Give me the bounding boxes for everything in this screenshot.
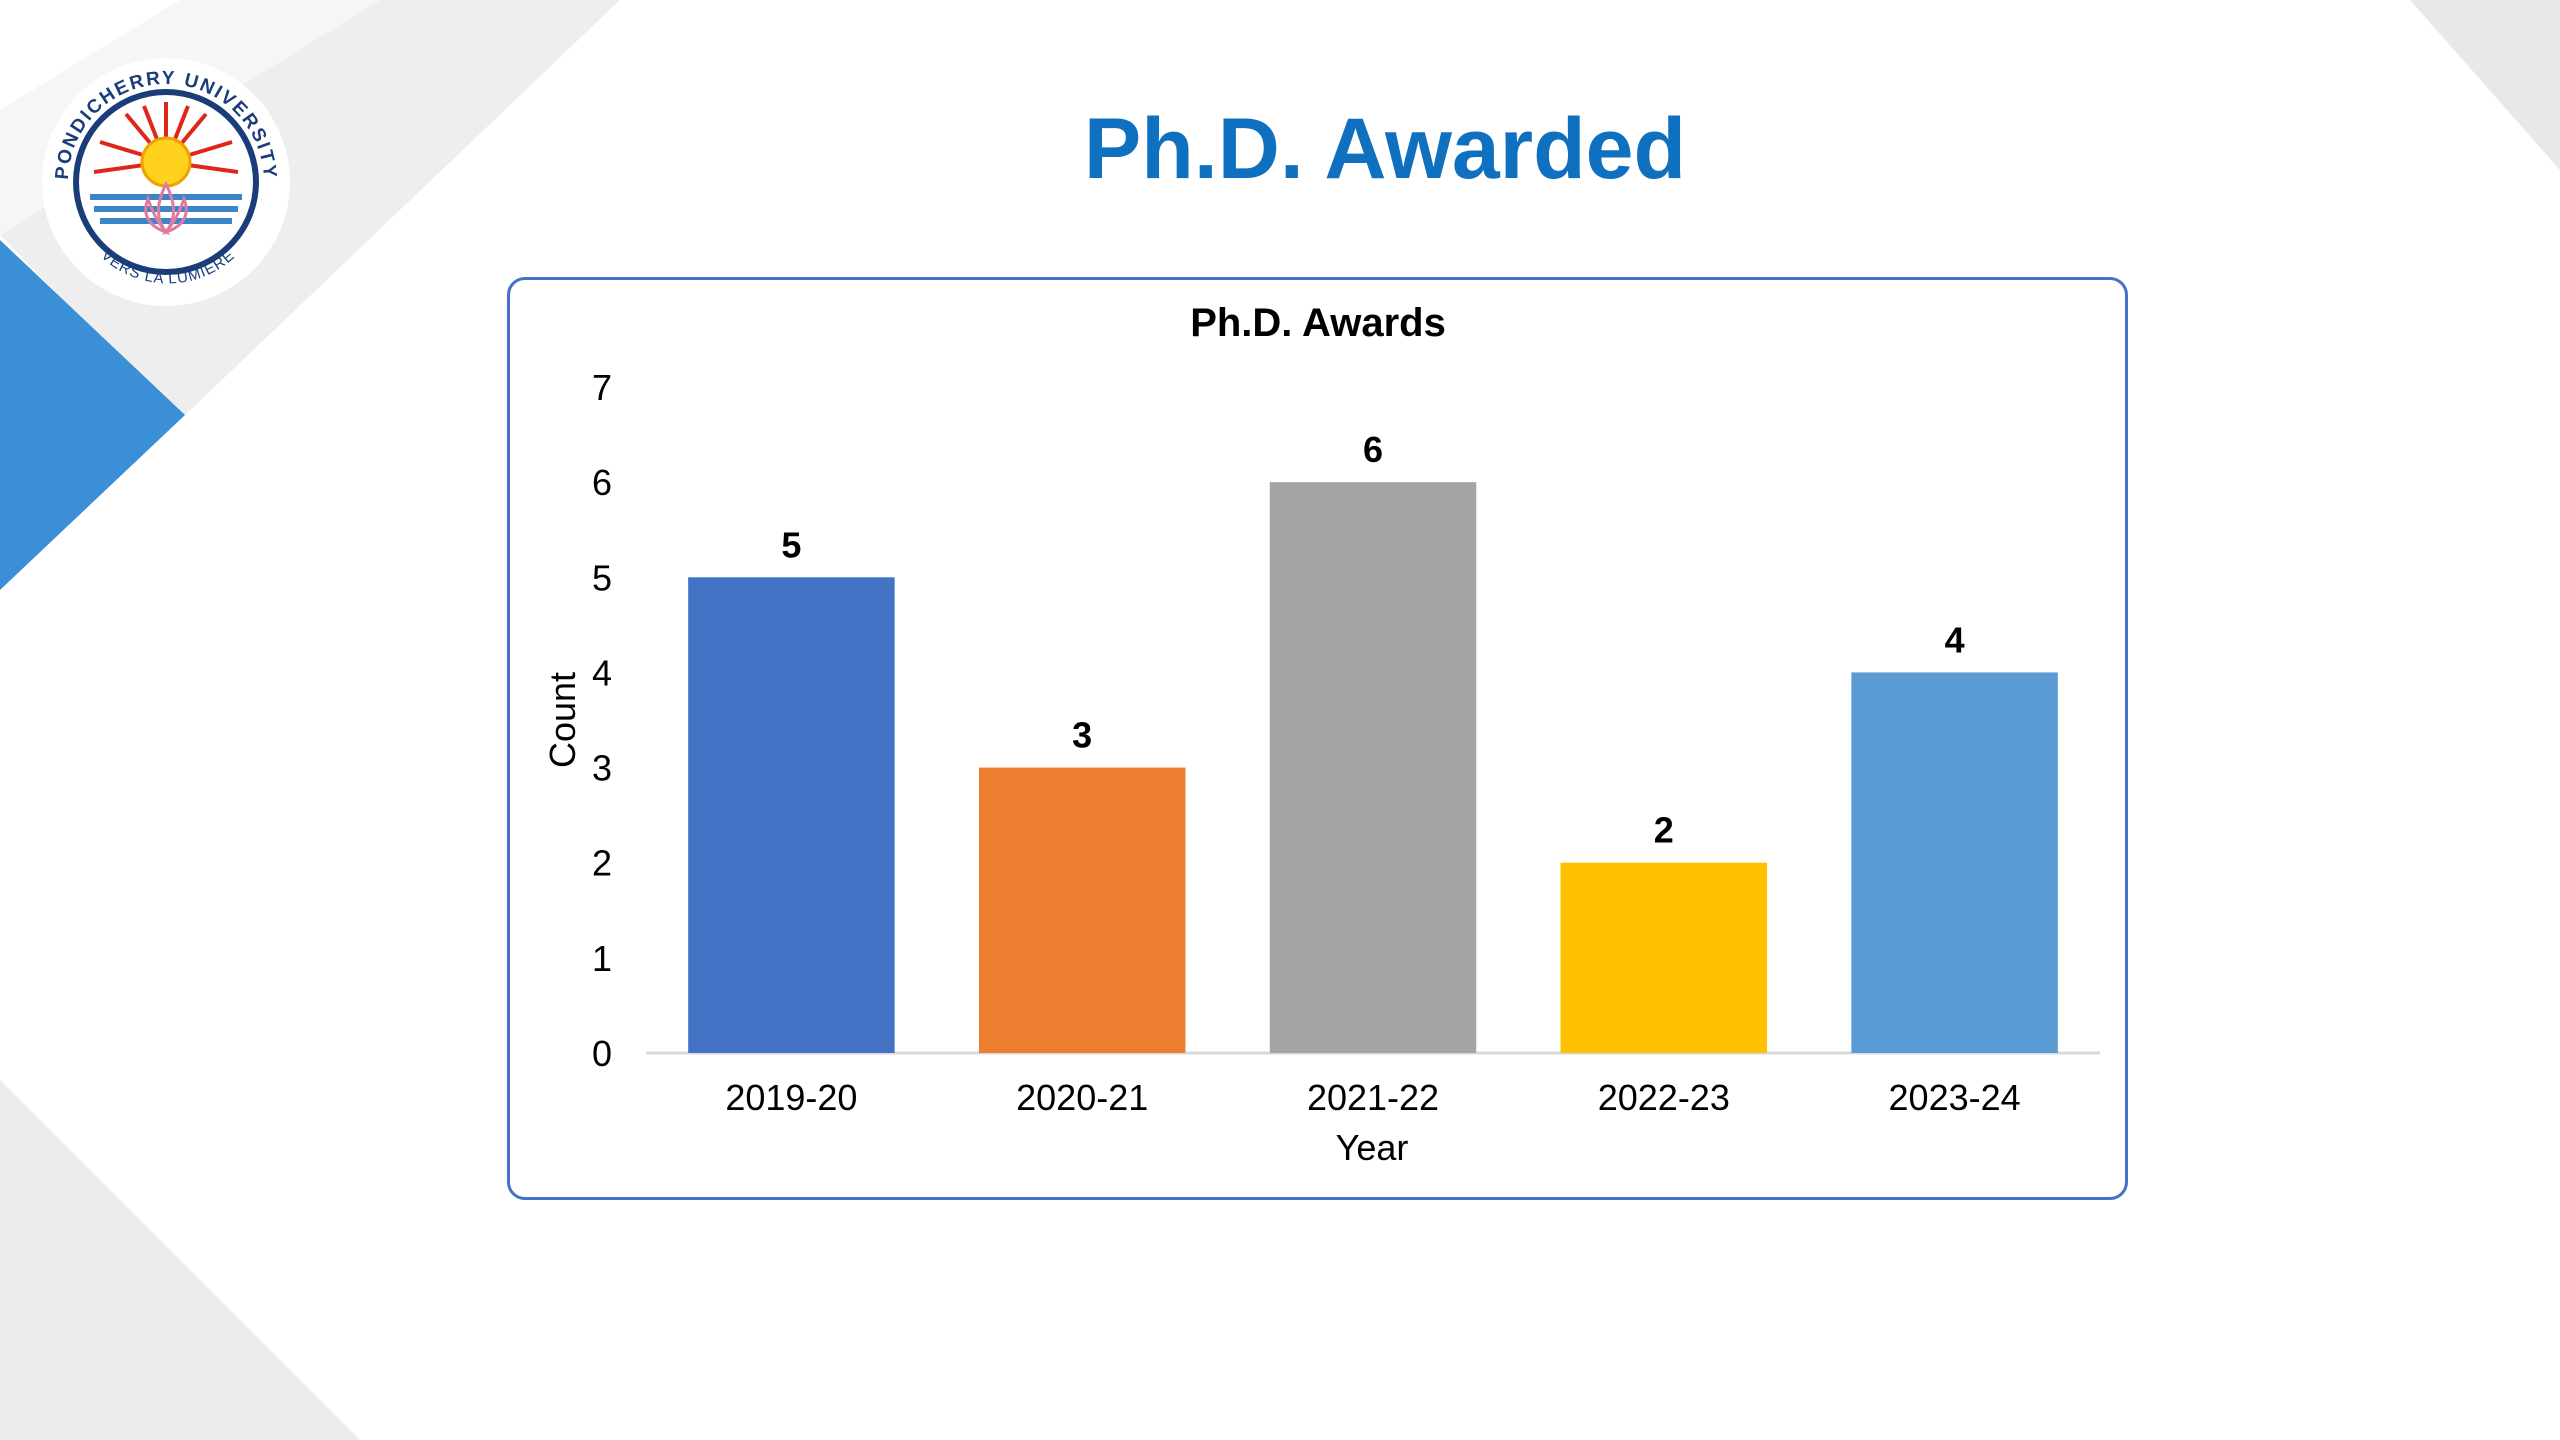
y-tick-label: 1: [592, 938, 612, 979]
bar-2021-22: [1269, 482, 1477, 1054]
bar-2019-20: [688, 577, 895, 1053]
bottom-left-grey-band: [0, 1080, 360, 1440]
data-label-2019-20: 5: [781, 524, 801, 565]
bar-2022-23: [1560, 862, 1768, 1053]
lotus-icon: [144, 180, 188, 236]
x-axis-label: Year: [1336, 1127, 1409, 1168]
x-tick-label-2023-24: 2023-24: [1889, 1077, 2021, 1118]
y-tick-label: 3: [592, 748, 612, 789]
y-tick-label: 7: [592, 367, 612, 408]
data-label-2023-24: 4: [1945, 619, 1965, 660]
y-tick-label: 6: [592, 462, 612, 503]
y-tick-label: 4: [592, 652, 612, 693]
bar-2023-24: [1851, 672, 2058, 1053]
x-tick-label-2019-20: 2019-20: [725, 1077, 857, 1118]
sun-icon: [93, 102, 239, 188]
top-left-blue-triangle: [0, 240, 185, 590]
data-label-2021-22: 6: [1363, 429, 1383, 470]
x-tick-label-2021-22: 2021-22: [1307, 1077, 1439, 1118]
y-tick-label: 5: [592, 557, 612, 598]
y-axis-label: Count: [542, 672, 583, 768]
slide-title: Ph.D. Awarded: [1083, 101, 1687, 197]
x-tick-labels: 2019-20 2020-21 2021-22 2022-23 2023-24: [725, 1077, 2020, 1118]
top-left-grey-band: [0, 0, 620, 420]
top-right-grey-band: [2410, 0, 2560, 170]
y-tick-label: 0: [592, 1033, 612, 1074]
chart-title: Ph.D. Awards: [1190, 301, 1446, 345]
x-tick-label-2022-23: 2022-23: [1598, 1077, 1730, 1118]
y-tick-label: 2: [592, 843, 612, 884]
y-tick-labels: 0 1 2 3 4 5 6 7: [592, 367, 612, 1074]
data-labels: 5 3 6 2 4: [781, 429, 1964, 851]
data-label-2022-23: 2: [1654, 810, 1674, 851]
university-seal: PONDICHERRY UNIVERSITY VERS LA LUMIERE: [42, 58, 290, 306]
bars: [688, 482, 2058, 1054]
x-tick-label-2020-21: 2020-21: [1016, 1077, 1148, 1118]
bar-2020-21: [978, 767, 1186, 1053]
data-label-2020-21: 3: [1072, 715, 1092, 756]
waves-icon: [90, 194, 242, 224]
